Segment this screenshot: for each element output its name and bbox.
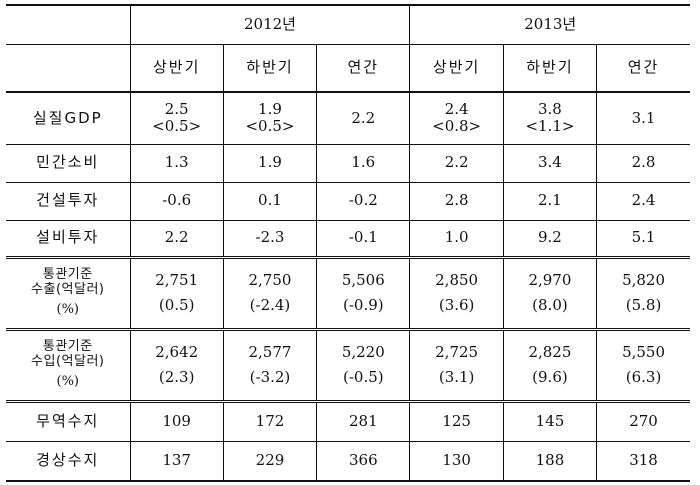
data-cell: 2,750 (-2.4) [222, 255, 317, 329]
year-header-row: 2012년 2013년 [6, 4, 690, 44]
data-cell: -2.3 [222, 219, 317, 257]
row-label: 통관기준 수출(억달러) (%) [6, 255, 131, 329]
period-header: 하반기 [502, 43, 597, 92]
data-cell: 5.1 [596, 219, 690, 257]
data-cell: 3.4 [502, 143, 597, 182]
data-cell: 188 [502, 440, 597, 482]
table-row: 무역수지 109 172 281 125 145 270 [6, 399, 690, 441]
data-cell: 5,820 (5.8) [596, 255, 690, 329]
year-header-2012: 2012년 [129, 4, 410, 44]
data-cell: 318 [596, 440, 690, 482]
table-row: 통관기준 수입(억달러) (%) 2,642 (2.3) 2,577 (-3.2) 5,… [6, 327, 690, 401]
data-cell: 1.9 <0.5> [222, 91, 317, 144]
period-header: 연간 [596, 43, 690, 92]
data-cell: 2.5 <0.5> [129, 91, 224, 144]
data-cell: 5,550 (6.3) [596, 327, 690, 401]
data-cell: 1.3 [129, 143, 224, 182]
row-label: 경상수지 [6, 440, 131, 482]
row-label: 건설투자 [6, 181, 131, 220]
data-cell: 2.2 [316, 91, 410, 144]
table-row: 통관기준 수출(억달러) (%) 2,751 (0.5) 2,750 (-2.4) 5,… [6, 255, 690, 329]
period-header-row: 상반기 하반기 연간 상반기 하반기 연간 [6, 43, 690, 92]
data-cell: 9.2 [502, 219, 597, 257]
table-row: 건설투자 -0.6 0.1 -0.2 2.8 2.1 2.4 [6, 181, 690, 220]
economic-forecast-table: 2012년 2013년 상반기 하반기 연간 상반기 하반기 연간 실질GDP … [6, 4, 690, 482]
row-label: 민간소비 [6, 143, 131, 182]
period-header: 하반기 [222, 43, 317, 92]
data-cell: 2.2 [129, 219, 224, 257]
data-cell: 130 [409, 440, 504, 482]
period-header: 상반기 [129, 43, 224, 92]
data-cell: 281 [316, 399, 410, 441]
data-cell: 2,751 (0.5) [129, 255, 224, 329]
data-cell: 2,725 (3.1) [409, 327, 504, 401]
data-cell: 5,506 (-0.9) [316, 255, 410, 329]
data-cell: 5,220 (-0.5) [316, 327, 410, 401]
table-row: 실질GDP 2.5 <0.5> 1.9 <0.5> 2.2 2.4 <0.8> 3.8… [6, 91, 690, 144]
period-header: 연간 [316, 43, 410, 92]
data-cell: 2.8 [409, 181, 504, 220]
corner-cell [6, 4, 131, 44]
data-cell: 270 [596, 399, 690, 441]
row-label: 무역수지 [6, 399, 131, 441]
row-label: 실질GDP [6, 91, 131, 144]
period-header: 상반기 [409, 43, 504, 92]
data-cell: 2,642 (2.3) [129, 327, 224, 401]
data-cell: 2.4 <0.8> [409, 91, 504, 144]
data-cell: 125 [409, 399, 504, 441]
data-cell: 2,825 (9.6) [502, 327, 597, 401]
row-label: 설비투자 [6, 219, 131, 257]
data-cell: 0.1 [222, 181, 317, 220]
row-label: 통관기준 수입(억달러) (%) [6, 327, 131, 401]
data-cell: -0.2 [316, 181, 410, 220]
data-cell: 2.8 [596, 143, 690, 182]
data-cell: 366 [316, 440, 410, 482]
data-cell: 229 [222, 440, 317, 482]
data-cell: 137 [129, 440, 224, 482]
data-cell: 2,970 (8.0) [502, 255, 597, 329]
data-cell: 109 [129, 399, 224, 441]
data-cell: 2.2 [409, 143, 504, 182]
table-row: 민간소비 1.3 1.9 1.6 2.2 3.4 2.8 [6, 143, 690, 182]
data-cell: 172 [222, 399, 317, 441]
data-cell: 2.1 [502, 181, 597, 220]
table-row: 설비투자 2.2 -2.3 -0.1 1.0 9.2 5.1 [6, 219, 690, 257]
year-header-2013: 2013년 [409, 4, 690, 44]
data-cell: -0.6 [129, 181, 224, 220]
table-row: 경상수지 137 229 366 130 188 318 [6, 440, 690, 482]
corner-cell-2 [6, 43, 131, 92]
data-cell: -0.1 [316, 219, 410, 257]
data-cell: 1.0 [409, 219, 504, 257]
data-cell: 2,577 (-3.2) [222, 327, 317, 401]
data-cell: 2.4 [596, 181, 690, 220]
data-cell: 3.1 [596, 91, 690, 144]
data-cell: 2,850 (3.6) [409, 255, 504, 329]
data-cell: 145 [502, 399, 597, 441]
data-cell: 3.8 <1.1> [502, 91, 597, 144]
data-cell: 1.6 [316, 143, 410, 182]
data-cell: 1.9 [222, 143, 317, 182]
